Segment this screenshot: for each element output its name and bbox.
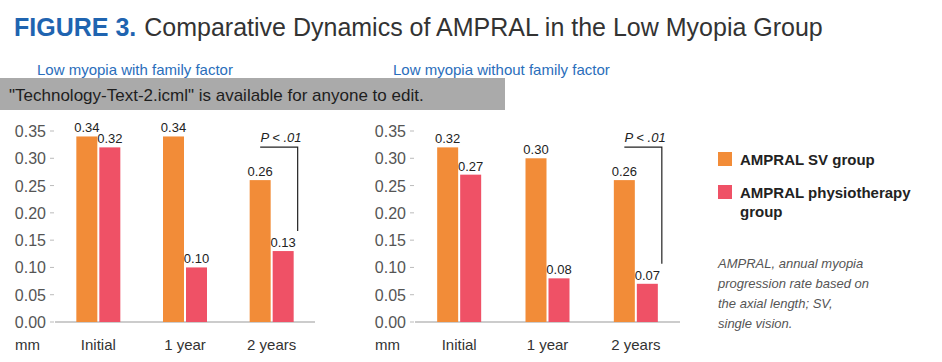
y-tick — [50, 240, 54, 241]
y-tick — [410, 294, 414, 295]
bar — [76, 136, 97, 322]
bar — [637, 284, 658, 322]
y-tick-label: 0.30 — [15, 150, 46, 167]
footnote-line: AMPRAL, annual myopia — [717, 256, 863, 271]
bar — [437, 147, 458, 322]
x-tick-label: Initial — [81, 336, 116, 353]
data-label: 0.30 — [523, 142, 548, 157]
y-tick — [410, 212, 414, 213]
y-tick — [50, 322, 54, 323]
y-tick — [50, 267, 54, 268]
y-tick — [50, 212, 54, 213]
data-label: 0.34 — [161, 120, 186, 135]
data-label: 0.32 — [97, 131, 122, 146]
x-tick-label: 1 year — [164, 336, 206, 353]
bar — [186, 267, 207, 322]
y-tick-label: 0.20 — [375, 205, 406, 222]
bars — [437, 147, 658, 322]
data-label: 0.10 — [184, 251, 209, 266]
y-tick-label: 0.00 — [375, 314, 406, 331]
x-tick-label: 1 year — [527, 336, 569, 353]
bars — [76, 136, 293, 322]
data-label: 0.08 — [546, 262, 571, 277]
significance-bracket — [260, 147, 298, 231]
annotation: P < .01 — [625, 130, 666, 145]
y-tick-label: 0.25 — [375, 178, 406, 195]
y-tick — [410, 267, 414, 268]
legend-line: group — [740, 203, 783, 220]
footnote-line: progression rate based on — [717, 276, 869, 291]
footnote-line: single vision. — [718, 316, 792, 331]
figure-label: FIGURE 3. — [14, 13, 136, 41]
y-tick — [50, 294, 54, 295]
y-tick — [410, 240, 414, 241]
data-label: 0.32 — [435, 131, 460, 146]
bar — [273, 251, 294, 322]
footnote: AMPRAL, annual myopia progression rate ba… — [717, 256, 869, 331]
y-tick — [410, 185, 414, 186]
chart-title: Low myopia with family factor — [37, 61, 233, 78]
y-tick — [50, 131, 54, 132]
bar — [614, 180, 635, 322]
overlay-box — [0, 78, 505, 110]
y-tick-label: 0.15 — [15, 232, 46, 249]
significance-bracket — [624, 147, 662, 264]
data-label: 0.34 — [74, 120, 99, 135]
y-tick-label: 0.35 — [375, 123, 406, 140]
x-tick-label: 2 years — [611, 336, 660, 353]
data-label: 0.26 — [248, 164, 273, 179]
y-tick-label: 0.15 — [375, 232, 406, 249]
data-label: 0.27 — [458, 159, 483, 174]
legend: AMPRAL SV group AMPRAL physiotherapy group — [718, 151, 911, 220]
y-tick — [50, 158, 54, 159]
legend-line: AMPRAL SV group — [740, 151, 875, 168]
y-tick-label: 0.25 — [15, 178, 46, 195]
y-tick-label: 0.05 — [375, 287, 406, 304]
legend-swatch — [718, 185, 732, 199]
figure-title: Comparative Dynamics of AMPRAL in the Lo… — [144, 13, 823, 41]
footnote-line: the axial length; SV, — [718, 296, 833, 311]
annotation: P < .01 — [260, 130, 301, 145]
y-tick-label: 0.30 — [375, 150, 406, 167]
y-tick-label: 0.00 — [15, 314, 46, 331]
bar — [460, 175, 481, 322]
bar — [99, 147, 120, 322]
legend-line: AMPRAL physiotherapy — [740, 184, 911, 201]
figure: FIGURE 3. Comparative Dynamics of AMPRAL … — [0, 0, 942, 362]
overlay-text: "Technology-Text-2.icml" is available fo… — [9, 86, 424, 105]
legend-label: AMPRAL physiotherapy group — [740, 184, 911, 220]
y-tick — [410, 131, 414, 132]
y-tick-label: 0.05 — [15, 287, 46, 304]
chart-title: Low myopia without family factor — [393, 61, 610, 78]
y-tick-label: 0.35 — [15, 123, 46, 140]
bar — [163, 136, 184, 322]
bar — [549, 278, 570, 322]
legend-swatch — [718, 152, 732, 166]
y-tick-label: 0.20 — [15, 205, 46, 222]
data-label: 0.13 — [271, 235, 296, 250]
y-tick — [410, 322, 414, 323]
overlay: "Technology-Text-2.icml" is available fo… — [0, 78, 505, 110]
x-tick-label: Initial — [442, 336, 477, 353]
bar — [250, 180, 271, 322]
y-tick — [50, 185, 54, 186]
x-tick-label: 2 years — [247, 336, 296, 353]
y-tick-label: 0.10 — [375, 259, 406, 276]
legend-label: AMPRAL SV group — [740, 151, 875, 168]
y-tick-label: 0.10 — [15, 259, 46, 276]
y-tick — [410, 158, 414, 159]
y-axis-label: mm — [15, 336, 40, 353]
data-label: 0.26 — [612, 164, 637, 179]
bar — [526, 158, 547, 322]
data-label: 0.07 — [635, 268, 660, 283]
figure-header: FIGURE 3. Comparative Dynamics of AMPRAL … — [14, 13, 823, 41]
y-axis-label: mm — [375, 336, 400, 353]
